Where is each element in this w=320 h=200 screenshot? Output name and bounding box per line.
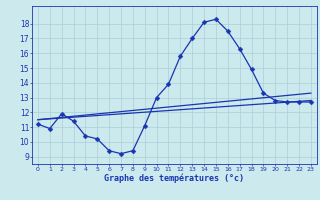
X-axis label: Graphe des températures (°c): Graphe des températures (°c) — [104, 173, 244, 183]
